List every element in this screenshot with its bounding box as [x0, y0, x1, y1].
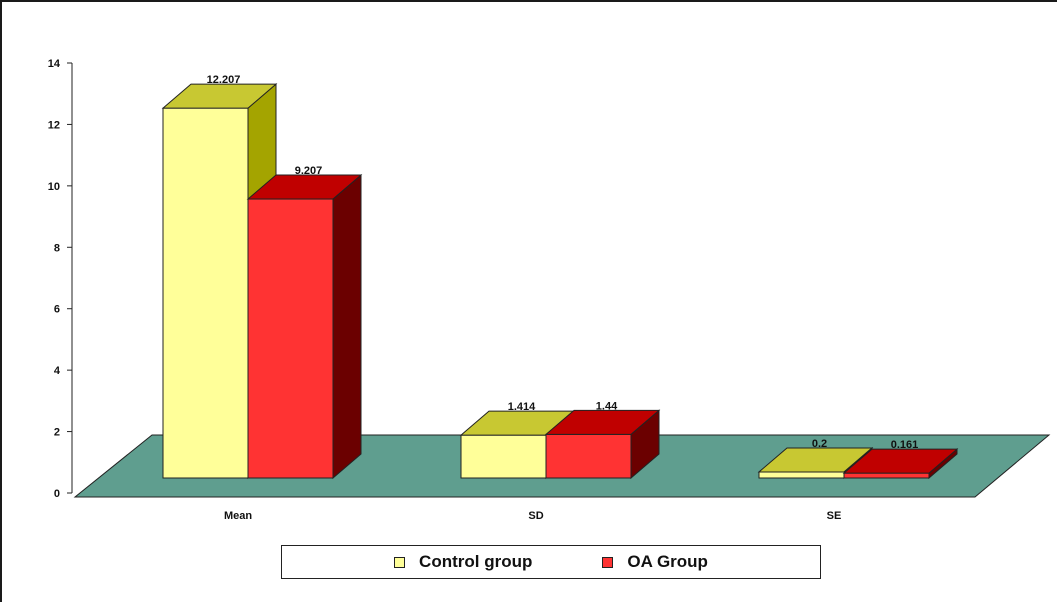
bar — [460, 434, 547, 479]
data-label: 0.161 — [891, 439, 919, 451]
legend-item-control: Control group — [394, 552, 532, 572]
bar-top — [757, 447, 874, 473]
bar-top — [842, 448, 959, 474]
bar — [843, 472, 930, 479]
y-tick-label: 10 — [48, 181, 60, 193]
data-label: 0.2 — [812, 438, 827, 450]
legend-label-control: Control group — [419, 552, 533, 571]
bar-side — [332, 173, 362, 480]
y-tick-label: 6 — [54, 304, 60, 316]
chart-legend: Control group OA Group — [281, 545, 821, 579]
data-label: 1.414 — [508, 401, 536, 413]
bar-top — [246, 174, 363, 200]
data-label: 12.207 — [207, 74, 241, 86]
bar — [247, 198, 334, 479]
x-tick-label: SE — [827, 510, 842, 522]
y-tick-label: 0 — [54, 488, 60, 500]
legend-label-oa: OA Group — [627, 552, 708, 571]
bar-top — [161, 83, 278, 109]
x-tick-label: Mean — [224, 510, 252, 522]
data-label: 9.207 — [295, 165, 323, 177]
bar — [545, 433, 632, 479]
data-label: 1.44 — [596, 400, 618, 412]
legend-item-oa: OA Group — [602, 552, 708, 572]
x-tick-label: SD — [528, 510, 543, 522]
y-tick-label: 14 — [48, 58, 61, 70]
y-tick-label: 2 — [54, 427, 60, 439]
bar — [162, 107, 249, 479]
legend-swatch-control — [394, 556, 406, 568]
bar-top — [544, 409, 661, 435]
y-tick-label: 4 — [54, 365, 61, 377]
y-tick-label: 8 — [54, 242, 60, 254]
legend-swatch-oa — [602, 556, 614, 568]
bar — [758, 471, 845, 479]
y-tick-label: 12 — [48, 119, 60, 131]
